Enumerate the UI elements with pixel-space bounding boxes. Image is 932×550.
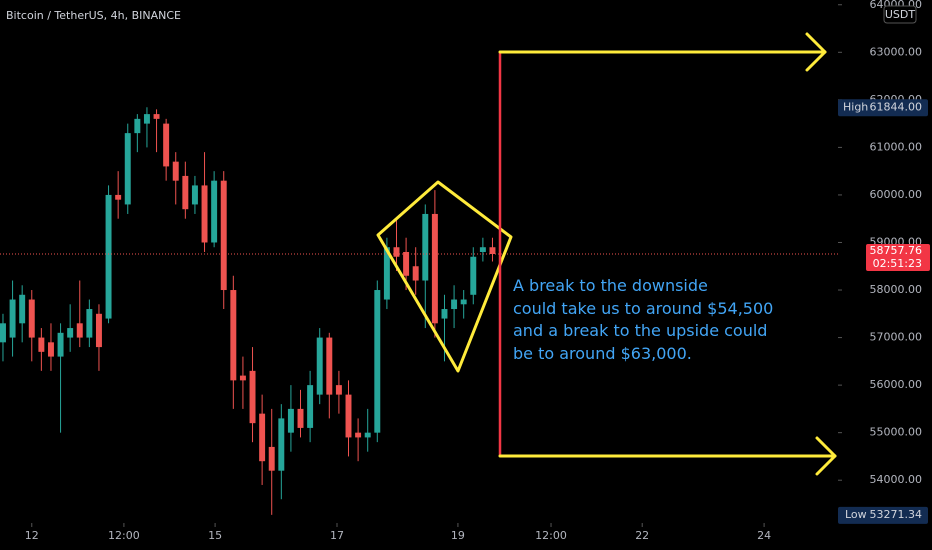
candle-body xyxy=(19,294,26,324)
candle-body xyxy=(38,337,45,352)
y-tick-label: 63000.00 xyxy=(870,45,923,58)
candle-body xyxy=(316,337,323,395)
candle-body xyxy=(422,213,429,281)
candle-body xyxy=(230,290,237,381)
candle-body xyxy=(393,247,400,257)
x-tick-label: 17 xyxy=(330,529,344,542)
candle-body xyxy=(143,114,150,124)
candle-body xyxy=(153,114,160,119)
low-value: 53271.34 xyxy=(870,508,923,521)
y-tick-label: 64000.00 xyxy=(870,0,923,11)
candle-body xyxy=(479,247,486,252)
candle-body xyxy=(239,375,246,381)
candle-body xyxy=(364,432,371,438)
candle-body xyxy=(57,332,64,357)
countdown: 02:51:23 xyxy=(873,257,922,270)
candle-body xyxy=(86,309,93,338)
candle-body xyxy=(278,418,285,471)
annotation: and a break to the upside could xyxy=(513,321,767,340)
drawings xyxy=(376,32,837,476)
lower-arrow-head xyxy=(815,436,837,476)
candle-body xyxy=(460,299,467,305)
candle-body xyxy=(268,446,275,471)
last-price-badge xyxy=(866,243,930,271)
candle-body xyxy=(383,247,390,300)
candle-body xyxy=(105,194,112,319)
low-badge xyxy=(838,506,928,524)
candle-body xyxy=(220,180,227,291)
x-tick-label: 15 xyxy=(208,529,222,542)
annotation: be to around $63,000. xyxy=(513,344,692,363)
diamond-pattern xyxy=(376,180,513,373)
candle-body xyxy=(287,408,294,433)
high-value: 61844.00 xyxy=(870,100,923,113)
candle-body xyxy=(0,323,6,343)
candle-body xyxy=(431,213,438,324)
candle-body xyxy=(95,313,102,348)
y-tick-label: 57000.00 xyxy=(870,331,923,344)
candle-body xyxy=(297,408,304,428)
plot xyxy=(0,4,842,527)
y-tick-label: 56000.00 xyxy=(870,378,923,391)
candle-body xyxy=(201,185,208,243)
candle-body xyxy=(172,161,179,181)
candle-body xyxy=(191,185,198,205)
candle-body xyxy=(345,394,352,438)
candle-body xyxy=(412,266,419,281)
candle-body xyxy=(163,123,170,167)
y-tick-label: 58000.00 xyxy=(870,283,923,296)
candle-body xyxy=(211,180,218,243)
candle-body xyxy=(259,413,266,462)
candle-body xyxy=(355,432,362,438)
x-tick-label: 12:00 xyxy=(535,529,567,542)
x-tick-label: 12 xyxy=(25,529,39,542)
candle-body xyxy=(403,251,410,276)
y-tick-label: 55000.00 xyxy=(870,426,923,439)
low-name: Low xyxy=(845,508,867,521)
candle-body xyxy=(249,370,256,424)
candle-body xyxy=(374,290,381,433)
y-tick-label: 61000.00 xyxy=(870,140,923,153)
candle-body xyxy=(115,194,122,200)
last-price: 58757.76 xyxy=(870,244,923,257)
annotation: A break to the downside xyxy=(513,276,708,295)
candle-body xyxy=(326,337,333,395)
candle-body xyxy=(28,299,35,338)
candle-body xyxy=(489,247,496,254)
candle-body xyxy=(9,299,16,338)
x-tick-label: 19 xyxy=(451,529,465,542)
y-tick-label: 60000.00 xyxy=(870,188,923,201)
candle-body xyxy=(470,256,477,295)
candle-body xyxy=(76,323,83,338)
candle-body xyxy=(67,328,74,338)
y-tick-label: 54000.00 xyxy=(870,473,923,486)
candle-body xyxy=(335,385,342,395)
x-tick-label: 24 xyxy=(757,529,771,542)
x-tick-label: 12:00 xyxy=(108,529,140,542)
upper-arrow-head xyxy=(805,32,827,72)
candle-body xyxy=(124,133,131,205)
currency: USDT xyxy=(885,8,916,21)
high-badge xyxy=(838,99,928,117)
currency-badge xyxy=(883,5,917,24)
candle-body xyxy=(182,175,189,210)
high-name: High xyxy=(843,100,868,113)
annotation: could take us to around $54,500 xyxy=(513,299,773,318)
chart-title: Bitcoin / TetherUS, 4h, BINANCE xyxy=(6,9,181,22)
candle-body xyxy=(451,299,458,310)
candle-body xyxy=(47,342,54,357)
x-tick-label: 22 xyxy=(635,529,649,542)
candle-body xyxy=(441,309,448,319)
candle-body xyxy=(134,118,141,134)
candle-body xyxy=(307,385,314,428)
